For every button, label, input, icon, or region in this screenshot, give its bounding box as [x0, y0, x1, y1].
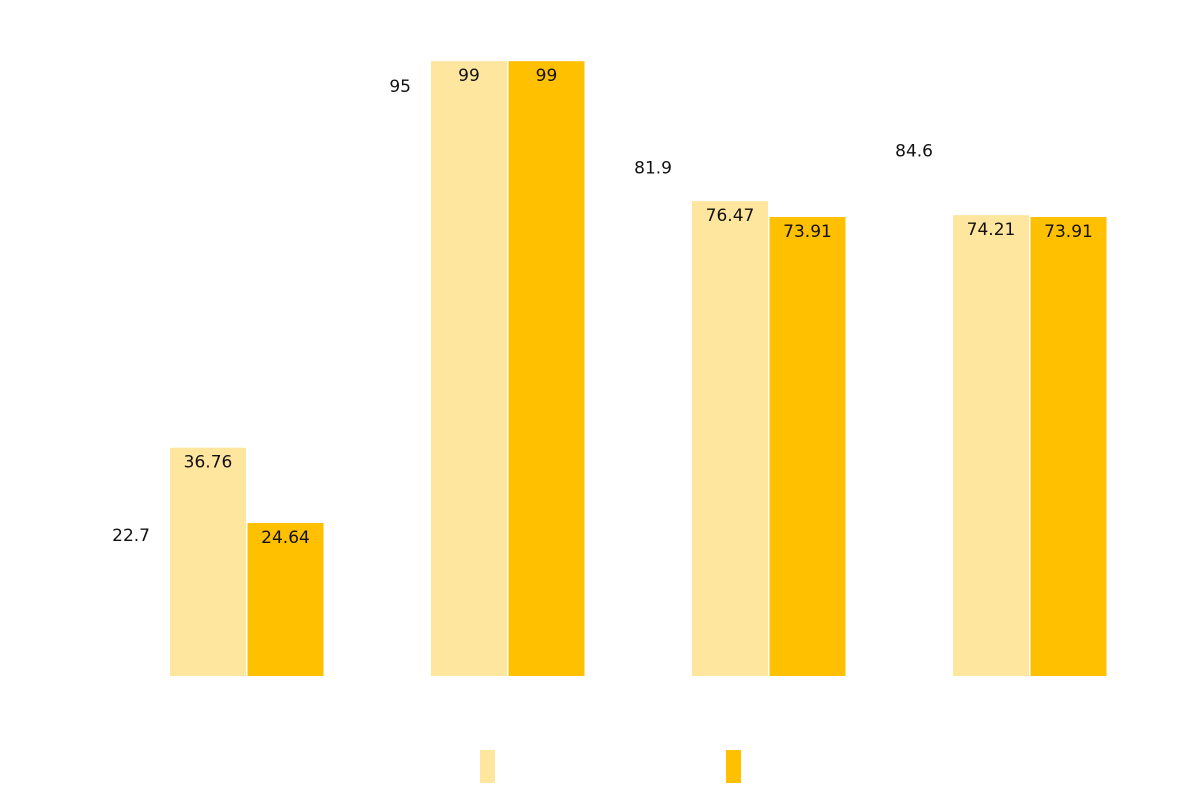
- bar-s2-c1: [247, 522, 324, 676]
- bar-s2-c4: [1030, 217, 1107, 676]
- legend: [480, 750, 741, 783]
- bar-s1-c3: [692, 201, 768, 676]
- bar-value-label-s1-c4: 74.21: [967, 220, 1016, 240]
- extra-labels-layer: 22.7 95 81.9 84.6: [112, 77, 933, 546]
- bar-value-label-s2-c3: 73.91: [783, 222, 832, 242]
- bar-value-label-s2-c4: 73.91: [1044, 222, 1093, 242]
- extra-value-label-c4: 84.6: [895, 142, 933, 162]
- legend-swatch-2: [726, 750, 741, 783]
- labels-layer: 36.76 24.64 99 99 76.47 73.91 74.21 73.91: [184, 66, 1093, 548]
- bar-value-label-s1-c2: 99: [458, 66, 480, 86]
- extra-value-label-c3: 81.9: [634, 158, 672, 178]
- bar-value-label-s1-c3: 76.47: [706, 206, 755, 226]
- extra-value-label-c1: 22.7: [112, 526, 150, 546]
- bar-s1-c2: [431, 61, 507, 676]
- extra-value-label-c2: 95: [389, 77, 411, 97]
- bar-value-label-s2-c1: 24.64: [261, 528, 310, 548]
- bar-value-label-s1-c1: 36.76: [184, 453, 233, 473]
- bar-s2-c2: [508, 61, 585, 676]
- bar-s2-c3: [769, 217, 846, 676]
- bar-value-label-s2-c2: 99: [536, 66, 558, 86]
- bar-s1-c1: [170, 447, 246, 676]
- legend-swatch-1: [480, 750, 495, 783]
- bars-layer: [170, 61, 1107, 677]
- bar-s1-c4: [953, 215, 1029, 677]
